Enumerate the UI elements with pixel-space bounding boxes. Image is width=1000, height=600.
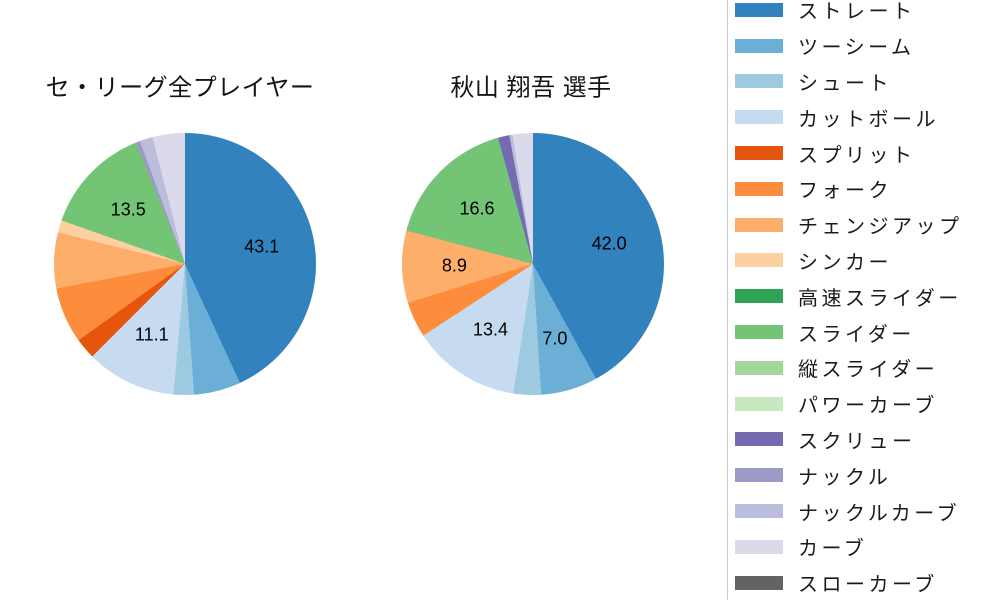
pie-value-label: 13.5 (110, 199, 146, 220)
legend-item-8: 高速スライダー (735, 278, 1000, 314)
legend-label: ストレート (798, 1, 916, 24)
legend-item-3: カットボール (735, 99, 1000, 135)
legend-color-swatch-icon (735, 110, 783, 125)
pie-value-label: 8.9 (441, 255, 467, 276)
legend-label: チェンジアップ (798, 216, 963, 239)
legend-item-10: 縦スライダー (735, 350, 1000, 386)
pie-chart-player: 42.0 7.0 13.4 8.9 16.6 (402, 133, 664, 395)
legend-item-12: スクリュー (735, 422, 1000, 458)
legend-label: 高速スライダー (798, 287, 962, 310)
legend-color-swatch-icon (735, 2, 783, 17)
pie-value-label: 7.0 (542, 328, 568, 349)
legend-item-5: フォーク (735, 171, 1000, 207)
legend-item-11: パワーカーブ (735, 386, 1000, 422)
legend-color-swatch-icon (735, 146, 783, 161)
legend-color-swatch-icon (735, 575, 783, 590)
legend-label: カットボール (798, 108, 939, 131)
legend-color-swatch-icon (735, 468, 783, 483)
legend-color-swatch-icon (735, 74, 783, 89)
legend-color-swatch-icon (735, 181, 783, 196)
legend-item-16: スローカーブ (735, 565, 1000, 600)
pie-value-label: 11.1 (134, 324, 169, 345)
legend-label: スローカーブ (798, 574, 938, 597)
legend-label: ツーシーム (798, 37, 915, 60)
legend-label: パワーカーブ (798, 395, 938, 418)
pie-value-label: 13.4 (472, 319, 508, 340)
legend-item-9: スライダー (735, 314, 1000, 350)
legend-item-1: ツーシーム (735, 28, 1000, 64)
legend-label: フォーク (798, 180, 892, 203)
legend-item-13: ナックル (735, 457, 1000, 493)
pie-title-league: セ・リーグ全プレイヤー (45, 74, 315, 102)
legend-color-swatch-icon (735, 253, 783, 268)
legend-color-swatch-icon (735, 396, 783, 411)
legend-item-15: カーブ (735, 529, 1000, 565)
legend-item-0: ストレート (735, 0, 1000, 28)
legend-color-swatch-icon (735, 539, 783, 554)
legend-color-swatch-icon (735, 289, 783, 304)
legend-label: スプリット (798, 144, 916, 167)
pie-value-label: 16.6 (459, 198, 495, 219)
legend-label: シンカー (798, 251, 892, 274)
legend-label: 縦スライダー (798, 359, 939, 382)
legend-item-6: チェンジアップ (735, 207, 1000, 243)
legend: ストレートツーシームシュートカットボール スプリットフォークチェンジアップ シンカー… (727, 0, 1000, 600)
legend-color-swatch-icon (735, 217, 783, 232)
legend-color-swatch-icon (735, 325, 783, 340)
legend-item-7: シンカー (735, 243, 1000, 279)
legend-color-swatch-icon (735, 504, 783, 519)
pie-chart-league: 43.1 11.1 13.5 (54, 133, 316, 395)
pie-value-label: 42.0 (591, 233, 627, 254)
pie-title-player: 秋山 翔吾 選手 (450, 74, 612, 102)
legend-color-swatch-icon (735, 360, 783, 375)
legend-color-swatch-icon (735, 432, 783, 447)
legend-color-swatch-icon (735, 38, 783, 53)
legend-label: ナックルカーブ (798, 502, 961, 525)
legend-item-2: シュート (735, 64, 1000, 100)
legend-label: シュート (798, 72, 892, 95)
pie-value-label: 43.1 (244, 236, 280, 257)
legend-item-4: スプリット (735, 135, 1000, 171)
legend-label: カーブ (798, 538, 868, 561)
legend-item-14: ナックルカーブ (735, 493, 1000, 529)
legend-label: スクリュー (798, 430, 916, 453)
legend-label: スライダー (798, 323, 915, 346)
legend-label: ナックル (798, 466, 892, 489)
